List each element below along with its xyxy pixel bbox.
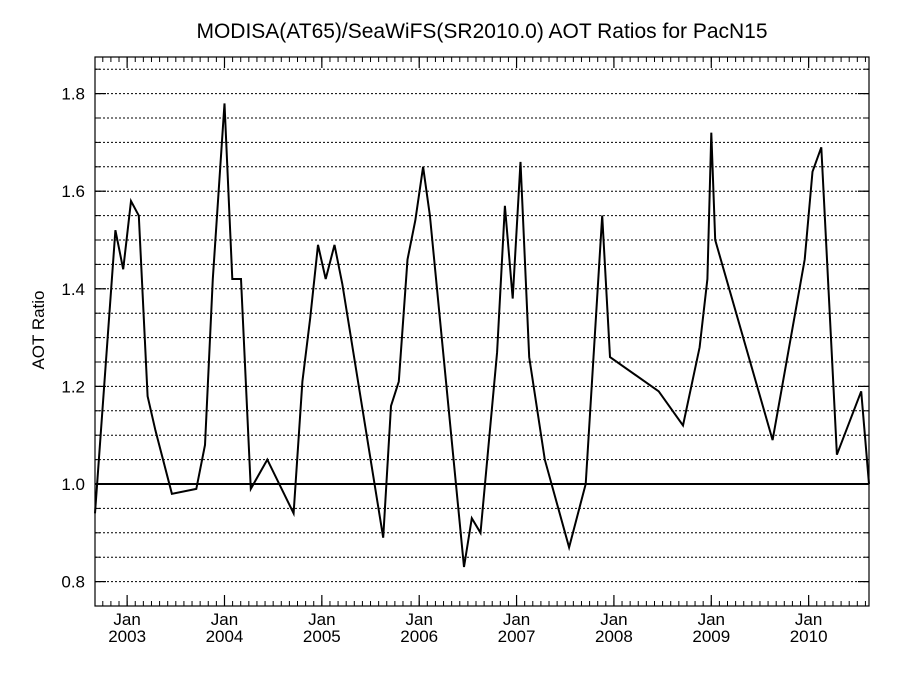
x-tick-month-label: Jan	[405, 610, 432, 629]
x-tick-month-label: Jan	[600, 610, 627, 629]
x-tick-year-label: 2003	[108, 627, 146, 646]
chart-title: MODISA(AT65)/SeaWiFS(SR2010.0) AOT Ratio…	[196, 20, 767, 43]
y-tick-label: 1.2	[61, 377, 85, 396]
y-axis-label: AOT Ratio	[29, 290, 48, 369]
plot-frame	[94, 56, 870, 607]
x-tick-year-label: 2007	[498, 627, 536, 646]
x-tick-month-label: Jan	[113, 610, 140, 629]
y-tick-label: 1.4	[61, 280, 85, 299]
x-tick-month-label: Jan	[503, 610, 530, 629]
x-tick-month-label: Jan	[698, 610, 725, 629]
x-tick-month-label: Jan	[795, 610, 822, 629]
x-tick-year-label: 2004	[206, 627, 244, 646]
y-axis: 0.8 1.0 1.2 1.4 1.6 1.8	[61, 68, 869, 592]
x-axis: Jan2003Jan2004Jan2005Jan2006Jan2007Jan20…	[102, 57, 866, 646]
gridlines	[95, 68, 869, 583]
x-tick-month-label: Jan	[308, 610, 335, 629]
x-tick-year-label: 2009	[692, 627, 730, 646]
y-tick-label: 0.8	[61, 573, 85, 592]
y-tick-label: 1.0	[61, 475, 85, 494]
y-tick-label: 1.6	[61, 182, 85, 201]
series-line	[94, 103, 870, 568]
x-tick-year-label: 2008	[595, 627, 633, 646]
x-tick-year-label: 2005	[303, 627, 341, 646]
x-tick-month-label: Jan	[211, 610, 238, 629]
x-tick-year-label: 2006	[400, 627, 438, 646]
x-tick-year-label: 2010	[790, 627, 828, 646]
y-tick-label: 1.8	[61, 85, 85, 104]
